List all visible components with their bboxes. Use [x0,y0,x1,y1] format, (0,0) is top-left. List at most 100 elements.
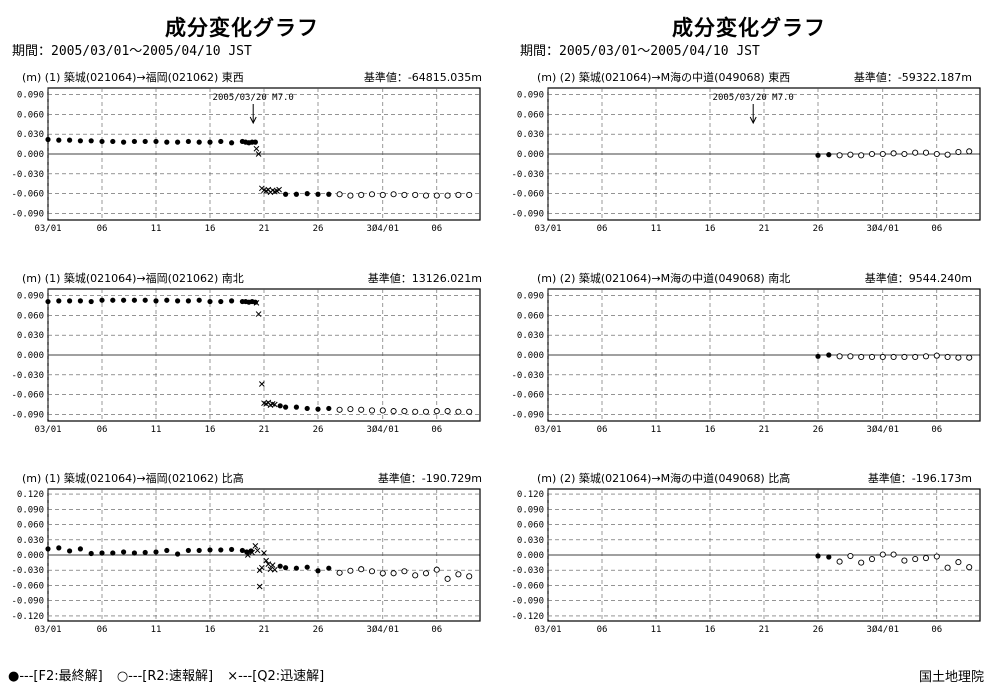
quick-point [271,566,278,573]
quick-point [252,543,259,549]
final-point [175,298,181,304]
y-tick-label: -0.030 [511,371,544,381]
y-tick-label: 0.000 [17,351,44,361]
x-tick-label: 11 [151,224,162,234]
rapid-point [444,192,451,199]
quick-point [254,547,261,554]
final-point [326,191,332,197]
y-tick-label: -0.120 [511,612,544,622]
y-tick-label: 0.060 [17,311,44,321]
x-tick-label: 16 [205,425,216,435]
reference-value: 基準値：-59322.187m [853,71,972,84]
final-point [304,564,310,570]
final-point [99,138,105,145]
final-point [77,298,83,304]
x-tick-label: 3Ø4/01 [867,424,900,435]
final-point [304,191,310,197]
quick-point [265,561,272,567]
reference-value: 基準値：9544.240m [864,272,972,285]
final-point [175,551,181,557]
rapid-point [422,408,430,415]
x-tick-label: 3Ø4/01 [867,223,900,234]
legend-rapid: ○---[R2:速報解] [116,669,214,684]
rapid-point [944,151,951,158]
rapid-point [922,353,930,360]
rapid-point [847,353,854,360]
rapid-point [336,569,343,576]
y-tick-label: 0.060 [517,110,544,120]
rapid-point [422,570,430,577]
y-tick-label: -0.030 [11,371,44,381]
final-point [153,549,159,555]
rapid-point [401,408,408,415]
reference-value: 基準値：13126.021m [367,272,482,285]
final-point [110,297,116,303]
x-tick-label: 16 [705,625,716,635]
final-point [45,298,51,305]
y-tick-label: 0.060 [17,110,44,120]
y-tick-label: -0.030 [511,566,544,576]
final-point [252,139,258,145]
event-label: 2005/03/20 M7.0 [713,93,794,103]
quick-point [271,401,278,408]
final-point [293,191,299,197]
final-point [277,563,283,569]
y-tick-label: 0.120 [517,490,544,500]
rapid-point [890,150,897,157]
x-tick-label: 26 [813,625,824,635]
final-point [164,139,170,145]
x-tick-label: 06 [97,425,108,435]
rapid-point [390,191,397,198]
y-tick-label: -0.030 [11,170,44,180]
quick-point [258,381,265,387]
y-tick-label: -0.060 [511,391,544,401]
final-point [67,137,73,143]
final-point [315,406,321,412]
final-point [218,298,224,305]
x-tick-label: 06 [97,625,108,635]
rapid-point [347,192,354,199]
x-tick-label: 11 [651,625,662,635]
final-point [164,297,170,303]
rapid-point [433,192,440,199]
rapid-point [966,564,973,571]
rapid-point [879,551,886,558]
x-tick-label: 26 [813,425,824,435]
event-label: 2005/03/20 M7.0 [213,93,294,103]
legend-quick: ×---[Q2:迅速解] [227,669,325,684]
final-point [110,138,116,145]
x-tick-label: 06 [431,224,442,234]
final-point [196,139,202,145]
final-point [185,138,191,145]
x-tick-label: 06 [97,224,108,234]
x-tick-label: 16 [205,625,216,635]
x-tick-label: 06 [931,625,942,635]
final-point [826,554,832,560]
final-point [196,297,202,303]
final-point [293,565,299,571]
reference-value: 基準値：-196.173m [867,472,972,485]
final-point [153,138,159,145]
x-tick-label: 06 [597,625,608,635]
final-point [175,139,181,145]
y-tick-label: -0.120 [11,612,44,622]
y-tick-label: -0.090 [511,209,544,219]
final-point [207,298,213,305]
x-tick-label: 06 [431,425,442,435]
rapid-point [412,191,419,198]
rapid-point [879,353,886,361]
rapid-point [455,408,462,415]
rapid-point [466,191,473,198]
chart-title-right: 成分変化グラフ [672,16,826,40]
rapid-point [368,407,376,414]
rapid-point [955,148,962,156]
final-point [326,405,332,412]
final-point [88,138,94,144]
final-point [45,136,51,143]
final-point [88,550,94,557]
final-point [142,549,148,556]
final-point [815,353,821,359]
rapid-point [890,551,897,558]
final-point [826,152,832,158]
panel-header: (m) (1) 築城(021064)→福岡(021062) 東西 [22,71,244,84]
